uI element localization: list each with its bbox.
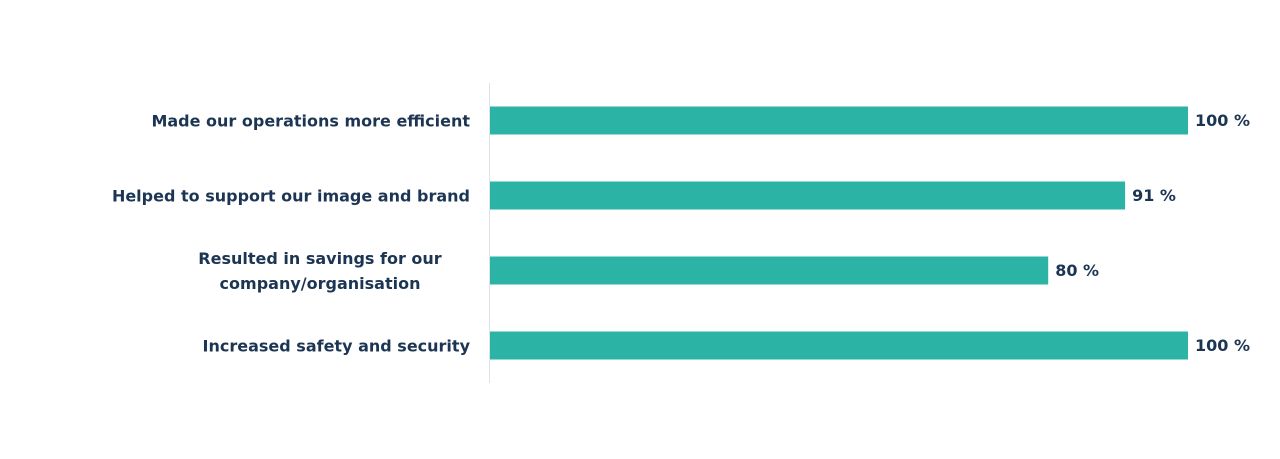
category-label: Resulted in savings for our company/orga… (198, 248, 442, 293)
value-label: 91 % (1132, 186, 1176, 205)
value-label: 100 % (1195, 336, 1250, 355)
category-label: Increased safety and security (202, 336, 470, 355)
category-label: Helped to support our image and brand (111, 186, 470, 205)
bar (490, 106, 1188, 135)
bar (490, 331, 1188, 360)
value-label: 100 % (1195, 111, 1250, 130)
bar (490, 181, 1126, 210)
bar (490, 256, 1049, 285)
category-label: Made our operations more efficient (151, 111, 470, 130)
value-label: 80 % (1055, 261, 1099, 280)
